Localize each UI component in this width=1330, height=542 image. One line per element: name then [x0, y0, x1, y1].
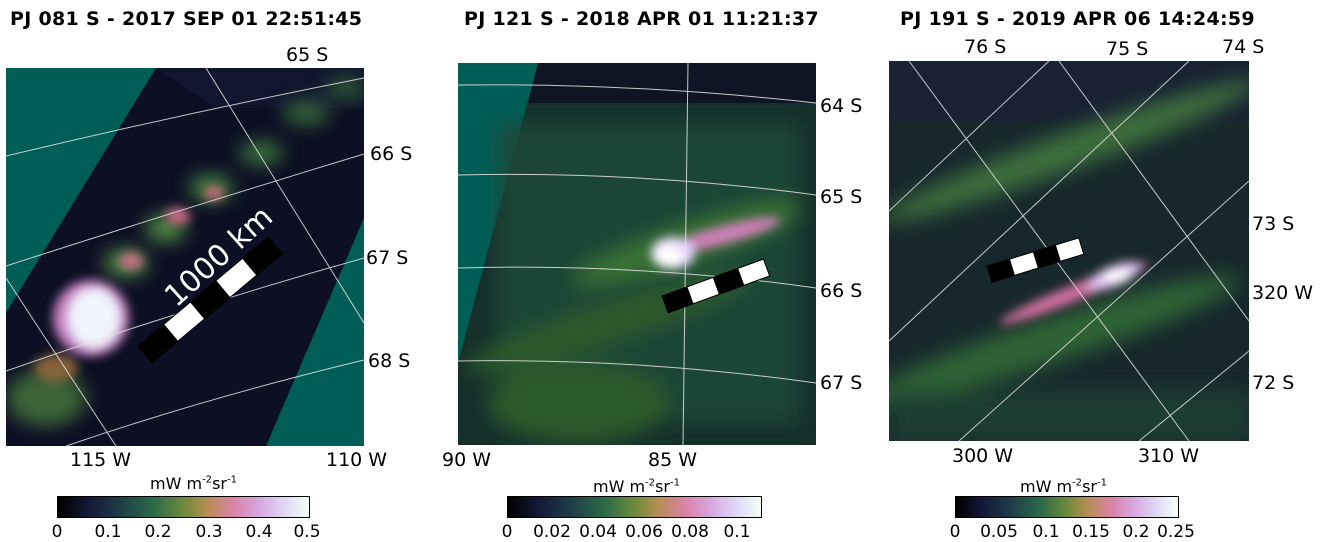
colorbar — [955, 496, 1179, 518]
panel-title: PJ 081 S - 2017 SEP 01 22:51:45 — [10, 8, 363, 30]
lat-label: 73 S — [1252, 213, 1295, 235]
colorbar-tick: 0.1 — [94, 522, 122, 542]
lat-label: 67 S — [366, 247, 409, 269]
lat-label: 75 S — [1106, 38, 1149, 60]
lat-label: 74 S — [1222, 36, 1265, 58]
colorbar-tick: 0.15 — [1072, 522, 1110, 542]
lat-label: 65 S — [820, 186, 863, 208]
colorbar-tick: 0.3 — [195, 522, 223, 542]
lat-label: 66 S — [370, 143, 413, 165]
colorbar-unit: mW m-2sr-1 — [150, 474, 237, 493]
scale-bar — [661, 258, 771, 314]
lat-label: 66 S — [820, 280, 863, 302]
colorbar-tick: 0.5 — [293, 522, 321, 542]
panel-pj081: PJ 081 S - 2017 SEP 01 22:51:45 — [0, 0, 440, 542]
colorbar-tick: 0.05 — [980, 522, 1018, 542]
lon-label: 90 W — [442, 449, 492, 471]
colorbar-tick: 0.25 — [1157, 522, 1195, 542]
lat-label: 65 S — [286, 44, 329, 66]
panel-pj191: PJ 191 S - 2019 APR 06 14:24:59 — [880, 0, 1320, 542]
colorbar-unit: mW m-2sr-1 — [593, 477, 680, 496]
lon-label: 320 W — [1252, 282, 1314, 304]
aurora-map: 1000 km — [6, 68, 364, 446]
lat-label: 64 S — [820, 95, 863, 117]
panel-title: PJ 191 S - 2019 APR 06 14:24:59 — [900, 8, 1255, 30]
colorbar-tick: 0.04 — [579, 522, 617, 542]
colorbar-tick: 0 — [51, 522, 63, 542]
scale-bar — [986, 237, 1085, 283]
lon-label: 115 W — [70, 449, 132, 471]
panel-pj121: PJ 121 S - 2018 APR 01 11:21:37 — [440, 0, 880, 542]
aurora-map — [889, 61, 1249, 441]
aurora-image — [889, 61, 1249, 441]
aurora-map — [458, 63, 816, 445]
colorbar-tick: 0.02 — [533, 522, 571, 542]
colorbar-tick: 0.1 — [723, 522, 751, 542]
aurora-image — [458, 63, 816, 445]
lat-label: 72 S — [1252, 372, 1295, 394]
colorbar-tick: 0.08 — [671, 522, 709, 542]
lon-label: 310 W — [1138, 445, 1200, 467]
colorbar-tick: 0.2 — [1122, 522, 1150, 542]
colorbar-unit: mW m-2sr-1 — [1020, 477, 1107, 496]
scale-bar — [137, 236, 284, 364]
panel-title: PJ 121 S - 2018 APR 01 11:21:37 — [464, 8, 819, 30]
colorbar-tick: 0 — [501, 522, 513, 542]
lat-label: 68 S — [368, 350, 411, 372]
colorbar-tick: 0 — [949, 522, 961, 542]
lat-label: 76 S — [964, 36, 1007, 58]
colorbar — [57, 496, 310, 518]
colorbar — [507, 496, 762, 518]
lon-label: 110 W — [326, 449, 388, 471]
colorbar-tick: 0.1 — [1032, 522, 1060, 542]
colorbar-tick: 0.2 — [144, 522, 172, 542]
colorbar-tick: 0.4 — [245, 522, 273, 542]
lon-label: 85 W — [648, 449, 698, 471]
lat-label: 67 S — [820, 372, 863, 394]
colorbar-tick: 0.06 — [625, 522, 663, 542]
aurora-image — [6, 68, 364, 446]
lon-label: 300 W — [952, 445, 1014, 467]
